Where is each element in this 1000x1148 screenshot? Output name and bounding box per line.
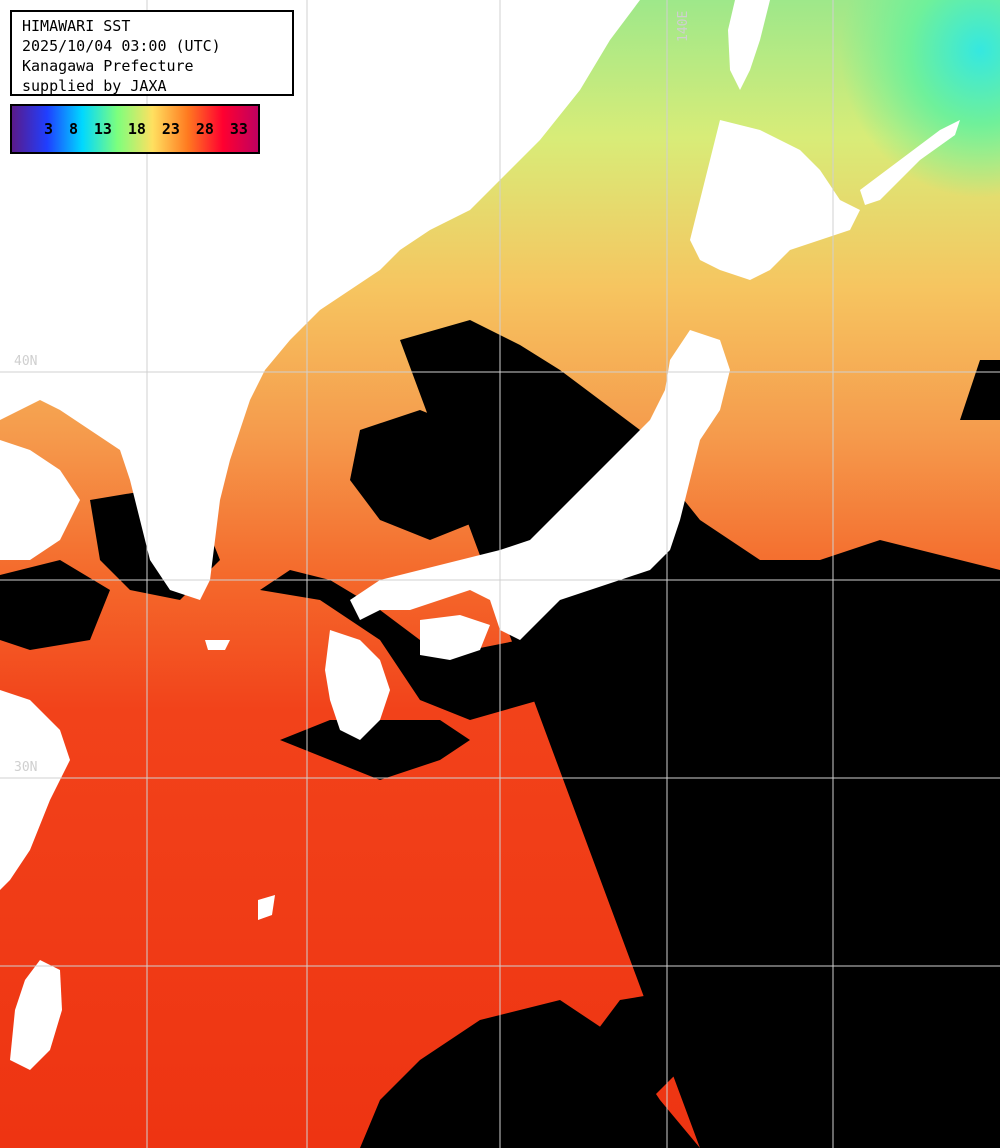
land-mass [0,0,960,1070]
title-box: HIMAWARI SST 2025/10/04 03:00 (UTC) Kana… [10,10,294,96]
region-label: Kanagawa Prefecture [22,57,194,75]
product-title: HIMAWARI SST [22,17,131,35]
temperature-colorbar: 3 8 13 18 23 28 33 [10,104,260,154]
cloud-cover [0,320,1000,1148]
timestamp: 2025/10/04 03:00 (UTC) [22,37,221,55]
lat-30n-label: 30N [14,760,38,775]
colorbar-tick: 8 [68,120,78,138]
colorbar-tick: 3 [43,120,53,138]
lat-40n-label: 40N [14,354,38,369]
colorbar-tick: 28 [195,120,214,138]
colorbar-tick: 23 [161,120,180,138]
credit-label: supplied by JAXA [22,77,167,95]
lon-140e-label: 140E [676,10,691,42]
colorbar-tick: 33 [229,120,248,138]
colorbar-tick: 18 [127,120,146,138]
colorbar-tick: 13 [93,120,112,138]
